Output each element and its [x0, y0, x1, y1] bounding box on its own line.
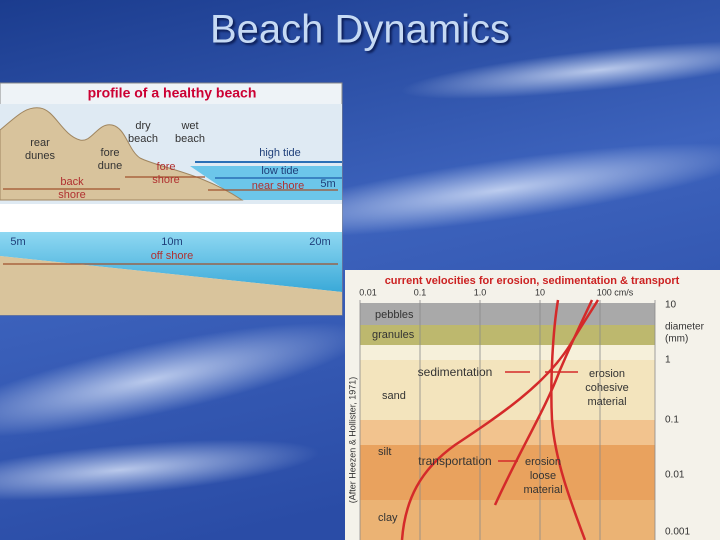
cloud: [0, 322, 366, 438]
profile-label: 20m: [309, 236, 330, 248]
profile-label: off shore: [151, 250, 194, 262]
profile-label: 10m: [161, 236, 182, 248]
sand-band: [360, 360, 655, 420]
axis-label: (mm): [665, 334, 688, 345]
profile-label: wet: [180, 120, 198, 132]
gap: [0, 204, 342, 232]
profile-title: profile of a healthy beach: [88, 85, 257, 101]
transport-curve: [493, 299, 594, 506]
profile-label: dry: [135, 120, 151, 132]
cloud: [401, 41, 720, 99]
grain-class: clay: [378, 512, 398, 524]
diameter-tick: 10: [665, 300, 677, 311]
profile-label: 5m: [320, 178, 335, 190]
profile-label: low tide: [261, 165, 298, 177]
velocity-diagram: [345, 270, 720, 541]
velocity-tick: 0.01: [359, 287, 377, 297]
axis-label: diameter: [665, 322, 705, 333]
silt-band: [360, 445, 655, 500]
erosion-curve: [400, 299, 600, 541]
diagram-title: current velocities for erosion, sediment…: [385, 275, 680, 287]
profile-label: fore: [157, 161, 176, 173]
pebbles-band: [360, 303, 655, 325]
region-label: material: [523, 484, 562, 496]
profile-label: beach: [128, 133, 158, 145]
region-label: loose: [530, 470, 556, 482]
granules-band: [360, 325, 655, 345]
profile-label: dune: [98, 160, 122, 172]
region-label: sedimentation: [418, 365, 493, 379]
band: [360, 345, 655, 360]
region-label: erosion: [525, 456, 561, 468]
grain-class: granules: [372, 329, 415, 341]
region-label: transportation: [418, 454, 491, 468]
diameter-tick: 0.001: [665, 527, 690, 538]
velocity-tick: 100 cm/s: [597, 287, 634, 297]
profile-label: rear: [30, 137, 50, 149]
region-label: erosion: [589, 368, 625, 380]
velocity-tick: 10: [535, 287, 545, 297]
offshore-sand: [0, 256, 342, 315]
profile-label: high tide: [259, 147, 301, 159]
diameter-tick: 1: [665, 355, 671, 366]
profile-label: shore: [58, 189, 86, 201]
profile-label: 5m: [10, 236, 25, 248]
cohesive-curve: [550, 299, 587, 541]
diameter-tick: 0.01: [665, 470, 685, 481]
silt-band: [360, 420, 655, 445]
offshore-water: [0, 232, 342, 292]
cloud: [242, 143, 720, 237]
source-note: (After Heezen & Hollister, 1971): [347, 377, 357, 504]
grain-class: silt: [378, 446, 391, 458]
cloud: [0, 439, 320, 501]
profile-label: shore: [152, 174, 180, 186]
profile-label: near shore: [252, 180, 305, 192]
region-label: material: [587, 396, 626, 408]
grain-class: pebbles: [375, 309, 414, 321]
profile-label: fore: [101, 147, 120, 159]
diameter-tick: 0.1: [665, 415, 679, 426]
velocity-tick: 0.1: [414, 287, 427, 297]
profile-label: dunes: [25, 150, 55, 162]
profile-label: back: [60, 176, 84, 188]
grain-class: sand: [382, 390, 406, 402]
velocity-tick: 1.0: [474, 287, 487, 297]
slide-title: Beach Dynamics: [210, 8, 510, 52]
region-label: cohesive: [585, 382, 628, 394]
profile-label: beach: [175, 133, 205, 145]
beach-profile: [0, 82, 343, 316]
